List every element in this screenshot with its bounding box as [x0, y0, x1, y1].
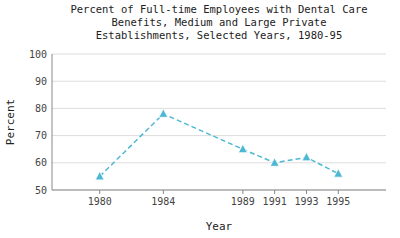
x-tick-label: 1989 — [231, 196, 255, 207]
x-axis-label: Year — [206, 220, 233, 233]
y-tick-label: 50 — [35, 185, 47, 196]
data-point — [95, 171, 104, 180]
data-point — [334, 169, 343, 178]
y-tick-label: 70 — [35, 130, 47, 141]
x-tick — [274, 190, 275, 194]
x-tick-label: 1984 — [151, 196, 175, 207]
data-line — [100, 114, 339, 177]
chart: Percent of Full-time Employees with Dent… — [0, 0, 400, 238]
y-axis-label: Percent — [4, 99, 17, 145]
x-tick-label: 1980 — [88, 196, 112, 207]
y-tick-label: 60 — [35, 157, 47, 168]
grid-line — [52, 54, 386, 55]
background — [0, 0, 400, 238]
x-tick — [242, 190, 243, 194]
plot-area — [95, 109, 343, 180]
y-tick-label: 80 — [35, 103, 47, 114]
x-tick-label: 1991 — [263, 196, 287, 207]
x-tick-label: 1993 — [294, 196, 318, 207]
y-tick-label: 100 — [29, 49, 47, 60]
x-tick — [163, 190, 164, 194]
data-point — [270, 158, 279, 167]
title: Percent of Full-time Employees with Dent… — [70, 3, 367, 41]
grid-line — [52, 162, 386, 163]
data-point — [238, 144, 247, 153]
y-tick-label: 90 — [35, 76, 47, 87]
grid-line — [52, 190, 386, 191]
x-axis — [52, 190, 386, 191]
data-point — [302, 152, 311, 161]
grid-line — [52, 81, 386, 82]
x-tick — [99, 190, 100, 194]
x-tick — [338, 190, 339, 194]
data-point — [159, 109, 168, 118]
grid-line — [52, 135, 386, 136]
x-tick — [306, 190, 307, 194]
grid-line — [52, 108, 386, 109]
y-axis — [52, 54, 53, 190]
x-tick-label: 1995 — [326, 196, 350, 207]
